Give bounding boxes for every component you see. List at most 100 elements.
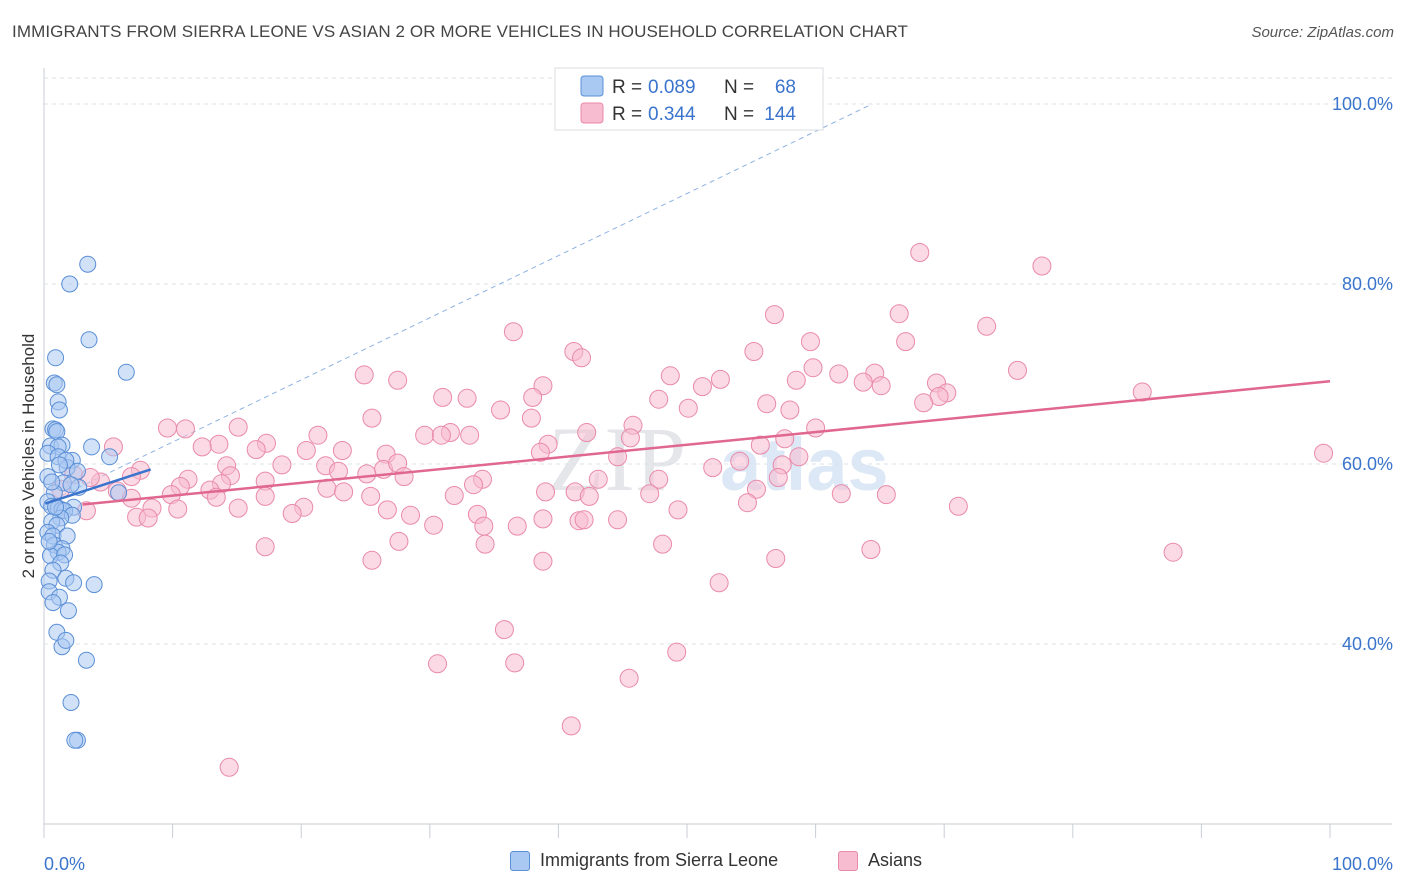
legend-n-label-2: N = (724, 104, 754, 125)
asians-point (536, 482, 556, 502)
asians-point (521, 408, 541, 428)
legend-top: R = 0.089 N = 68 R = 0.344 N = 144 (554, 67, 824, 131)
asians-points (51, 243, 1334, 777)
asians-point (332, 441, 352, 460)
legend-item-sierra-leone: Immigrants from Sierra Leone (510, 850, 778, 871)
asians-point (354, 365, 374, 385)
asians-point (853, 372, 873, 392)
asians-point (457, 388, 477, 408)
asians-point (588, 469, 608, 489)
asians-point (579, 486, 599, 506)
sierra-leone-point (62, 694, 80, 711)
legend-r-label-1: R = (612, 77, 642, 98)
asians-point (377, 500, 397, 520)
asians-point (533, 551, 553, 571)
asians-point (710, 369, 730, 389)
asians-point (800, 332, 820, 352)
sierra-leone-point (40, 532, 58, 550)
sierra-leone-point (79, 255, 97, 273)
asians-point (744, 342, 764, 361)
asians-point (362, 550, 382, 570)
asians-point (764, 305, 784, 325)
asians-point (876, 485, 896, 505)
y-axis-title-group: 2 or more Vehicles in Household (19, 334, 38, 579)
asians-point (786, 370, 806, 390)
sierra-leone-point (48, 376, 66, 394)
asians-point (474, 516, 494, 536)
asians-point (910, 243, 930, 262)
asians-point (168, 499, 188, 519)
asians-point (507, 516, 527, 536)
sierra-leone-trend-line (44, 468, 152, 505)
sierra-leone-point (85, 576, 103, 594)
asians-point (428, 654, 448, 674)
asians-point (444, 486, 464, 505)
grid-lines (44, 77, 1392, 645)
sierra-leone-point (43, 473, 61, 491)
x-tick-label-min: 0.0% (44, 854, 85, 874)
legend-r-value-1: 0.089 (648, 77, 696, 98)
legend-swatch-pink (580, 102, 604, 124)
asians-point (768, 468, 788, 487)
chart-title: IMMIGRANTS FROM SIERRA LEONE VS ASIAN 2 … (12, 22, 909, 41)
asians-point (831, 484, 851, 504)
legend-r-label-2: R = (612, 104, 642, 125)
asians-point (620, 428, 640, 448)
asians-point (246, 440, 266, 460)
legend-n-label-1: N = (724, 77, 754, 98)
asians-point (433, 387, 453, 407)
sierra-leone-point (59, 602, 77, 620)
asians-point (653, 534, 673, 554)
legend-item-asians: Asians (838, 850, 922, 871)
asians-point (361, 486, 381, 506)
asians-point (889, 304, 909, 324)
asians-point (896, 332, 916, 352)
asians-point (533, 509, 553, 529)
sierra-leone-point (80, 331, 98, 349)
sierra-leone-point (83, 438, 101, 456)
y-tick-label: 80.0% (1342, 274, 1393, 294)
asians-point (737, 493, 757, 513)
asians-point (228, 417, 248, 437)
asians-point (394, 467, 414, 487)
asians-point (415, 425, 435, 445)
asians-point (871, 376, 891, 396)
asians-point (530, 442, 550, 462)
y-axis-title: 2 or more Vehicles in Household (19, 334, 38, 579)
asians-point (640, 484, 660, 504)
asians-point (803, 358, 823, 378)
y-tick-label: 40.0% (1342, 634, 1393, 654)
source-label: Source: ZipAtlas.com (1251, 24, 1394, 41)
sierra-leone-point (57, 631, 75, 649)
asians-point (746, 479, 766, 499)
asians-point (192, 437, 212, 457)
asians-point (766, 549, 786, 568)
asians-point (780, 400, 800, 420)
legend-n-value-2: 144 (764, 104, 796, 125)
asians-point (619, 668, 639, 688)
asians-point (523, 387, 543, 407)
asians-point (668, 500, 688, 520)
asians-point (494, 620, 514, 640)
asians-point (503, 322, 523, 342)
asians-point (977, 316, 997, 336)
asians-point (228, 498, 248, 518)
asians-point (138, 508, 158, 528)
asians-point (789, 447, 809, 467)
asians-point (1163, 542, 1183, 562)
asians-point (806, 418, 826, 438)
asians-point (1008, 360, 1028, 380)
asians-point (757, 394, 777, 414)
asians-point (750, 435, 770, 455)
sierra-leone-point (117, 363, 135, 381)
asians-point (914, 393, 934, 413)
y-tick-label: 60.0% (1342, 454, 1393, 474)
asians-point (692, 377, 712, 397)
asians-point (464, 475, 484, 495)
asians-point (431, 425, 451, 445)
asians-point (608, 510, 628, 530)
sierra-leone-point (62, 476, 80, 494)
legend-swatch-asians (838, 850, 858, 871)
asians-point (1032, 256, 1052, 276)
